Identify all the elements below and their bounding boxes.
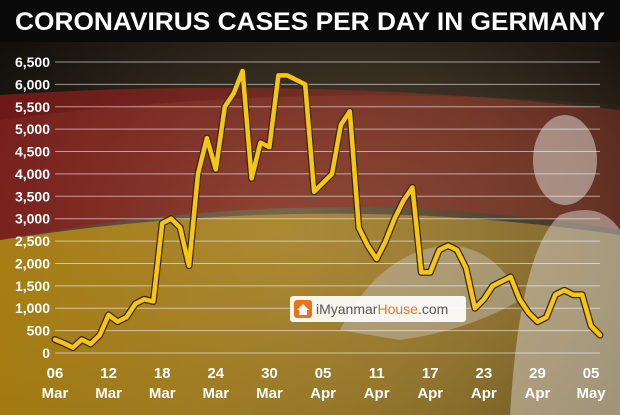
y-tick-label: 4,000 (15, 166, 50, 182)
series-layer (51, 67, 604, 352)
y-tick-label: 6,500 (15, 54, 50, 70)
chart-title: CORONAVIRUS CASES PER DAY IN GERMANY (15, 8, 605, 36)
x-tick-month: May (576, 385, 606, 402)
y-tick-label: 2,500 (15, 233, 50, 249)
x-tick-month: Apr (364, 385, 390, 402)
x-tick-day: 24 (207, 365, 224, 382)
title-bar (0, 0, 620, 42)
y-tick-label: 0 (42, 345, 50, 361)
x-tick-day: 30 (261, 365, 278, 382)
watermark-text-c: .com (418, 301, 448, 317)
x-tick-month: Apr (471, 385, 497, 402)
x-tick-month: Mar (202, 385, 229, 402)
x-tick-day: 05 (315, 365, 332, 382)
x-tick-day: 12 (100, 365, 117, 382)
x-axis-ticks: 06 Mar 12 Mar 18 Mar 24 Mar 30 Mar 05 Apr 11 Apr 17 Apr… (42, 365, 607, 402)
y-tick-label: 5,000 (15, 121, 50, 137)
x-tick-month: Mar (149, 385, 176, 402)
x-tick-month: Mar (95, 385, 122, 402)
x-tick-day: 18 (154, 365, 171, 382)
x-tick-day: 11 (369, 365, 385, 382)
watermark-box (290, 296, 466, 322)
x-tick-month: Apr (310, 385, 336, 402)
y-tick-label: 2,000 (15, 255, 50, 271)
x-tick-day: 23 (476, 365, 493, 382)
y-tick-label: 5,500 (15, 99, 50, 115)
y-tick-label: 3,500 (15, 188, 50, 204)
x-tick-month: Apr (417, 385, 443, 402)
x-tick-month: Apr (525, 385, 551, 402)
gridlines (55, 61, 600, 354)
y-tick-label: 4,500 (15, 144, 50, 160)
watermark-text-b: House (377, 301, 418, 317)
y-tick-label: 1,000 (15, 300, 50, 316)
x-tick-day: 29 (529, 365, 546, 382)
y-tick-label: 1,500 (15, 278, 50, 294)
y-tick-label: 500 (27, 323, 51, 339)
x-tick-month: Mar (42, 385, 69, 402)
y-tick-label: 6,000 (15, 76, 50, 92)
x-tick-day: 05 (583, 365, 600, 382)
series-line-cases (52, 68, 603, 350)
x-tick-day: 17 (422, 365, 439, 382)
watermark: iMyanmarHouse.com (290, 296, 466, 322)
svg-text:iMyanmarHouse.com: iMyanmarHouse.com (316, 301, 448, 317)
x-tick-day: 06 (47, 365, 64, 382)
y-axis-ticks: 6,500 6,000 5,500 5,000 4,500 4,000 3,500 3,000… (15, 54, 50, 361)
watermark-text-a: iMyanmar (316, 301, 378, 317)
y-tick-label: 3,000 (15, 211, 50, 227)
house-icon (294, 300, 312, 318)
x-tick-month: Mar (256, 385, 283, 402)
